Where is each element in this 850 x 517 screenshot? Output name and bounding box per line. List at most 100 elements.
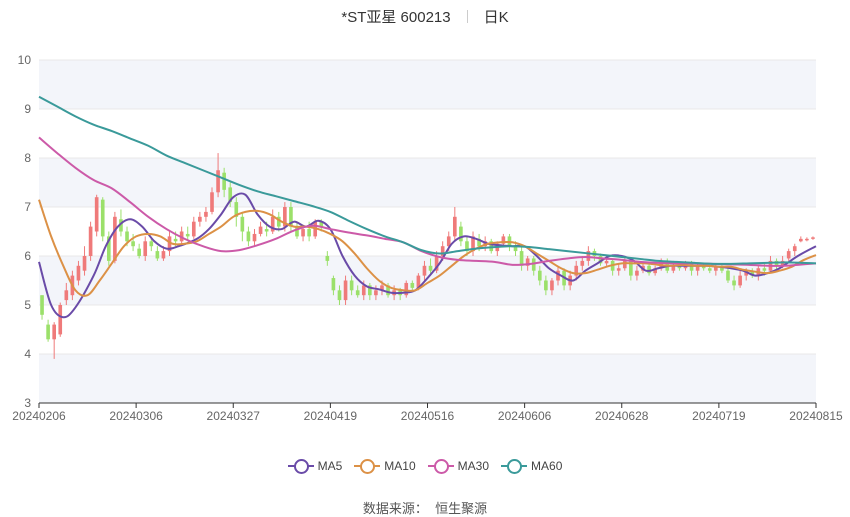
source-name: 恒生聚源 — [435, 501, 488, 516]
candle-up — [556, 270, 560, 281]
candle-down — [349, 280, 354, 291]
legend-marker — [427, 459, 454, 474]
x-tick-label: 20240719 — [692, 409, 746, 423]
candle-down — [325, 256, 330, 261]
y-tick-label: 4 — [24, 347, 31, 361]
candle-down — [531, 258, 536, 271]
x-tick-label: 20240327 — [207, 409, 261, 423]
candle-down — [40, 295, 44, 315]
candle-up — [143, 241, 148, 256]
candle-down — [331, 278, 336, 291]
candle-down — [307, 229, 311, 237]
candle-down — [598, 256, 603, 264]
legend-item-ma5[interactable]: MA5 — [287, 459, 342, 474]
candle-up — [270, 216, 275, 232]
candle-down — [701, 265, 706, 269]
candle-down — [295, 226, 299, 237]
candle-down — [489, 241, 494, 252]
y-tick-label: 8 — [24, 151, 31, 165]
legend-item-ma60[interactable]: MA60 — [501, 459, 563, 474]
candle-up — [58, 305, 63, 335]
candle-up — [738, 275, 742, 286]
candle-up — [88, 226, 93, 256]
candle-down — [173, 238, 178, 242]
x-tick-label: 20240516 — [401, 409, 455, 423]
candle-up — [471, 236, 475, 252]
candle-up — [361, 285, 366, 296]
candle-up — [580, 260, 585, 266]
x-tick-label: 20240628 — [595, 409, 649, 423]
legend-marker — [354, 459, 381, 474]
candle-down — [465, 241, 469, 252]
candle-down — [228, 187, 233, 203]
candle-up — [343, 280, 348, 301]
y-tick-label: 10 — [18, 53, 32, 67]
candle-up — [380, 285, 384, 291]
ma-line-ma10 — [38, 199, 817, 297]
candle-up — [714, 265, 718, 271]
candle-down — [629, 260, 633, 276]
candle-up — [301, 229, 305, 237]
candle-up — [94, 197, 99, 232]
candle-down — [726, 270, 730, 281]
candle-up — [525, 258, 530, 266]
candle-down — [234, 202, 239, 217]
x-tick-label: 20240419 — [304, 409, 358, 423]
candle-down — [106, 236, 111, 261]
x-tick-label: 20240206 — [12, 409, 66, 423]
y-tick-label: 3 — [24, 396, 31, 410]
y-tick-label: 6 — [24, 249, 31, 263]
candle-down — [477, 238, 481, 247]
candle-up — [446, 236, 451, 247]
candle-up — [210, 192, 214, 212]
candle-down — [119, 219, 123, 232]
legend-item-ma30[interactable]: MA30 — [427, 459, 490, 474]
legend-marker — [287, 459, 314, 474]
candle-up — [604, 260, 609, 264]
candle-down — [149, 241, 154, 247]
candle-down — [647, 265, 651, 274]
candle-up — [786, 251, 791, 259]
candle-up — [653, 268, 657, 274]
candle-down — [707, 268, 712, 271]
candle-down — [264, 229, 269, 232]
candle-down — [289, 207, 293, 227]
candle-up — [198, 216, 202, 222]
candle-up — [695, 265, 700, 271]
candle-up — [283, 207, 287, 227]
candle-down — [319, 221, 324, 227]
candle-down — [720, 265, 724, 271]
candle-up — [204, 211, 208, 217]
candle-down — [513, 246, 518, 252]
candle-down — [222, 172, 226, 190]
legend-label: MA30 — [457, 459, 490, 473]
legend-label: MA60 — [531, 459, 563, 473]
legend-item-ma10[interactable]: MA10 — [354, 459, 416, 474]
candle-up — [671, 265, 676, 271]
chart-title: *ST亚星 600213 日K — [0, 6, 850, 27]
candle-down — [185, 233, 190, 237]
candle-up — [452, 216, 457, 237]
grid-band — [39, 354, 816, 403]
candle-down — [131, 241, 135, 247]
candle-down — [428, 265, 433, 271]
candle-up — [113, 216, 117, 261]
candle-up — [616, 268, 621, 271]
candle-down — [276, 216, 281, 227]
candle-up — [434, 256, 439, 271]
candle-down — [689, 263, 694, 271]
grid-band — [39, 158, 816, 207]
candle-up — [422, 265, 427, 276]
candle-up — [550, 280, 554, 291]
candle-up — [167, 236, 172, 252]
period-label: 日K — [483, 9, 509, 26]
candle-down — [368, 285, 372, 296]
candle-up — [191, 221, 196, 237]
candle-up — [252, 233, 257, 242]
grid-band — [39, 60, 816, 109]
x-tick-label: 20240606 — [498, 409, 552, 423]
candle-down — [125, 231, 129, 242]
candle-down — [337, 290, 342, 301]
candle-down — [544, 280, 548, 291]
candle-down — [46, 324, 50, 340]
